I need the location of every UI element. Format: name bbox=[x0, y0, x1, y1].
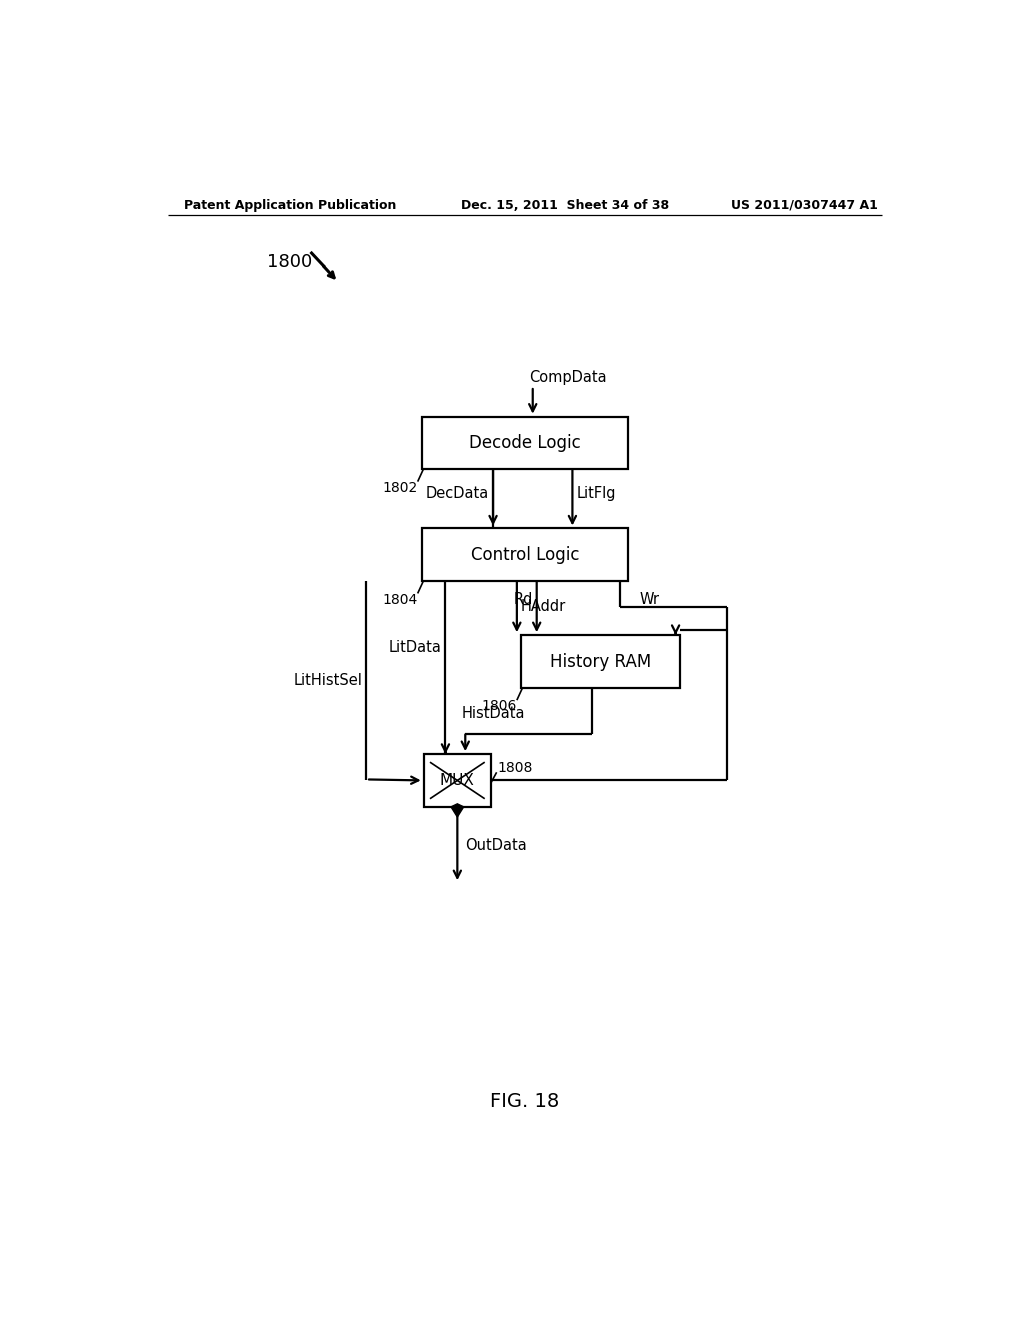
Text: CompData: CompData bbox=[528, 371, 606, 385]
Text: LitFlg: LitFlg bbox=[577, 486, 615, 502]
Text: 1804: 1804 bbox=[382, 593, 418, 606]
Bar bbox=[422, 528, 628, 581]
Bar bbox=[422, 417, 628, 470]
Text: 1808: 1808 bbox=[498, 762, 532, 775]
Text: Control Logic: Control Logic bbox=[471, 545, 579, 564]
Text: Rd: Rd bbox=[513, 591, 532, 607]
Bar bbox=[521, 635, 680, 688]
Text: LitHistSel: LitHistSel bbox=[293, 673, 362, 688]
Text: HistData: HistData bbox=[461, 706, 525, 721]
Text: History RAM: History RAM bbox=[550, 652, 651, 671]
Text: Wr: Wr bbox=[640, 591, 659, 607]
Text: 1800: 1800 bbox=[267, 253, 312, 271]
Text: FIG. 18: FIG. 18 bbox=[490, 1092, 559, 1111]
Text: 1802: 1802 bbox=[382, 480, 418, 495]
Bar bbox=[424, 754, 492, 807]
Text: DecData: DecData bbox=[426, 486, 489, 502]
Polygon shape bbox=[451, 804, 464, 817]
Text: Decode Logic: Decode Logic bbox=[469, 434, 581, 451]
Text: Dec. 15, 2011  Sheet 34 of 38: Dec. 15, 2011 Sheet 34 of 38 bbox=[461, 198, 670, 211]
Text: US 2011/0307447 A1: US 2011/0307447 A1 bbox=[731, 198, 878, 211]
Text: LitData: LitData bbox=[388, 640, 441, 655]
Text: OutData: OutData bbox=[465, 838, 527, 853]
Text: MUX: MUX bbox=[440, 774, 475, 788]
Text: 1806: 1806 bbox=[481, 700, 517, 713]
Text: Patent Application Publication: Patent Application Publication bbox=[183, 198, 396, 211]
Text: HAddr: HAddr bbox=[521, 599, 566, 614]
